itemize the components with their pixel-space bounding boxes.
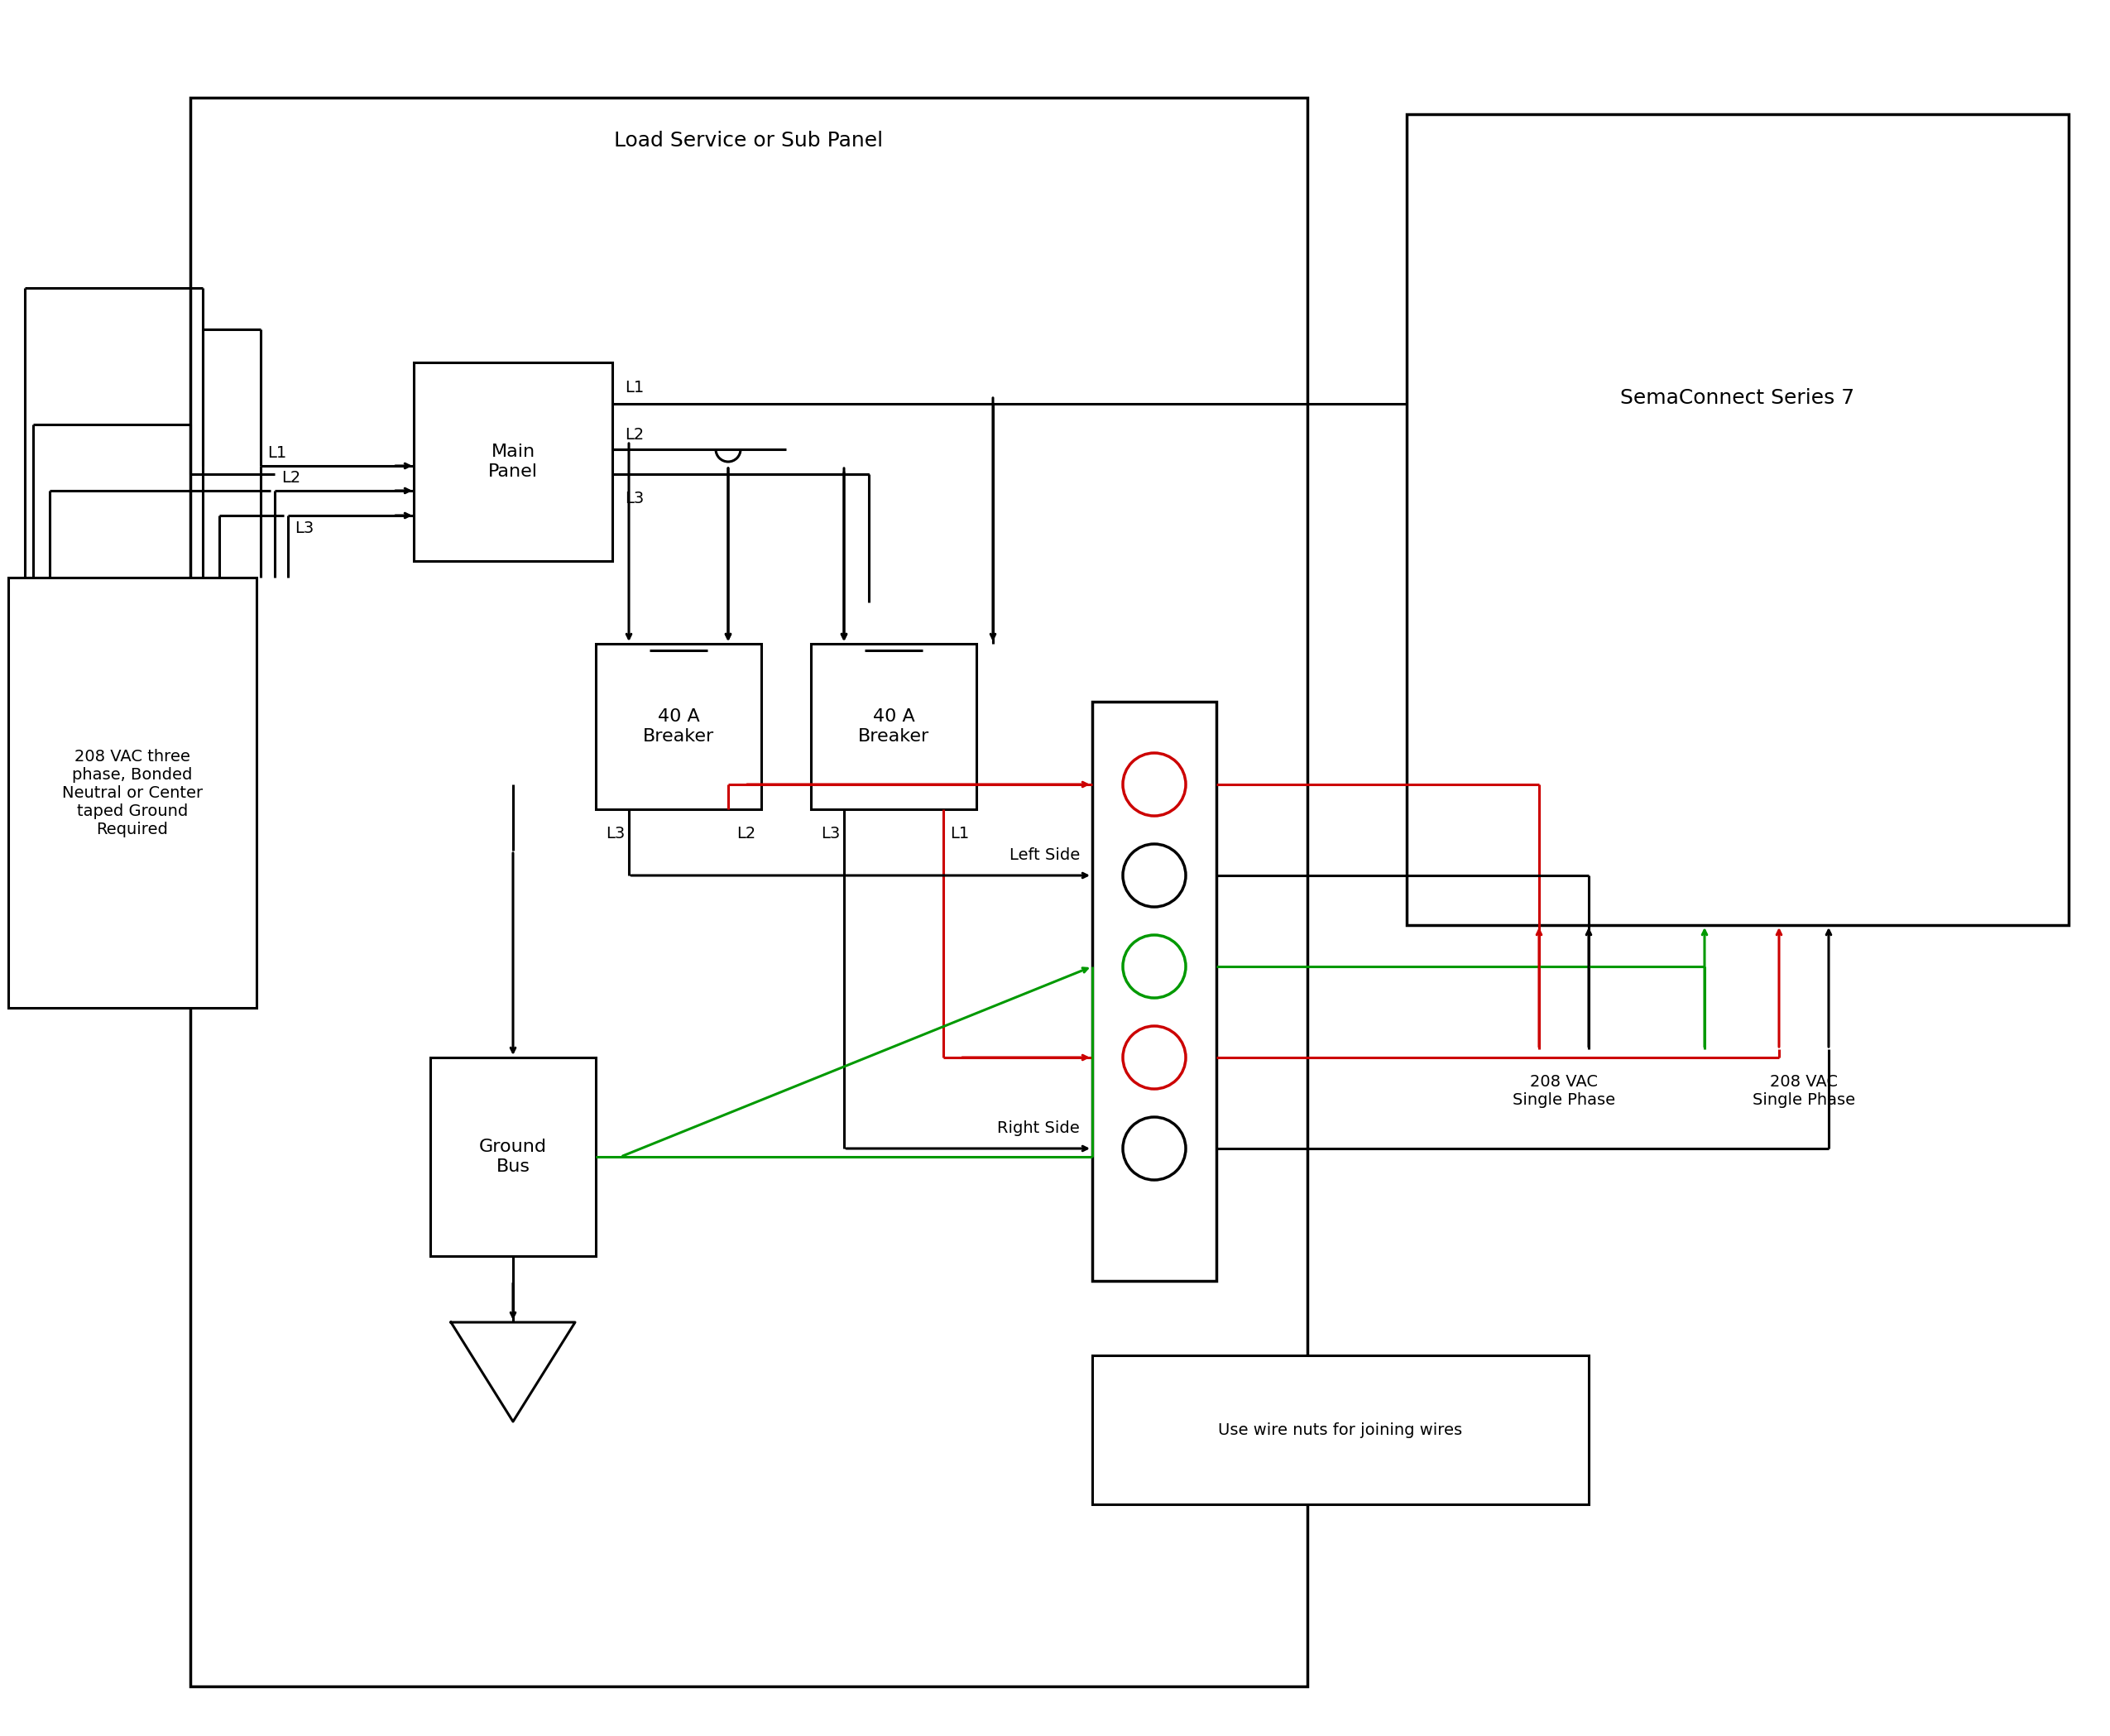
Bar — [810, 644, 977, 809]
Text: 208 VAC
Single Phase: 208 VAC Single Phase — [1753, 1075, 1855, 1108]
Text: Load Service or Sub Panel: Load Service or Sub Panel — [614, 130, 884, 151]
Text: Use wire nuts for joining wires: Use wire nuts for joining wires — [1217, 1422, 1462, 1437]
Bar — [8, 578, 257, 1009]
Text: L3: L3 — [821, 826, 840, 842]
Text: Main
Panel: Main Panel — [487, 444, 538, 479]
Bar — [190, 97, 1308, 1686]
Text: Right Side: Right Side — [998, 1120, 1080, 1135]
Text: L3: L3 — [606, 826, 625, 842]
Text: SemaConnect Series 7: SemaConnect Series 7 — [1620, 389, 1855, 408]
Text: L1: L1 — [268, 444, 287, 460]
Text: L3: L3 — [295, 521, 314, 536]
Text: L2: L2 — [736, 826, 755, 842]
Bar — [595, 644, 762, 809]
Text: 208 VAC
Single Phase: 208 VAC Single Phase — [1513, 1075, 1616, 1108]
Text: L3: L3 — [625, 491, 644, 507]
Bar — [1407, 115, 2068, 925]
Text: L1: L1 — [625, 380, 644, 396]
Text: 40 A
Breaker: 40 A Breaker — [644, 708, 713, 745]
Bar — [430, 1057, 595, 1257]
Text: L2: L2 — [281, 470, 300, 486]
Text: L2: L2 — [625, 427, 644, 443]
Bar — [1093, 701, 1215, 1281]
Text: 208 VAC three
phase, Bonded
Neutral or Center
taped Ground
Required: 208 VAC three phase, Bonded Neutral or C… — [61, 748, 203, 837]
Text: Left Side: Left Side — [1009, 847, 1080, 863]
Bar — [1093, 1356, 1589, 1505]
Text: L1: L1 — [949, 826, 968, 842]
Text: Ground
Bus: Ground Bus — [479, 1139, 546, 1175]
Bar — [414, 363, 612, 561]
Text: 40 A
Breaker: 40 A Breaker — [859, 708, 928, 745]
